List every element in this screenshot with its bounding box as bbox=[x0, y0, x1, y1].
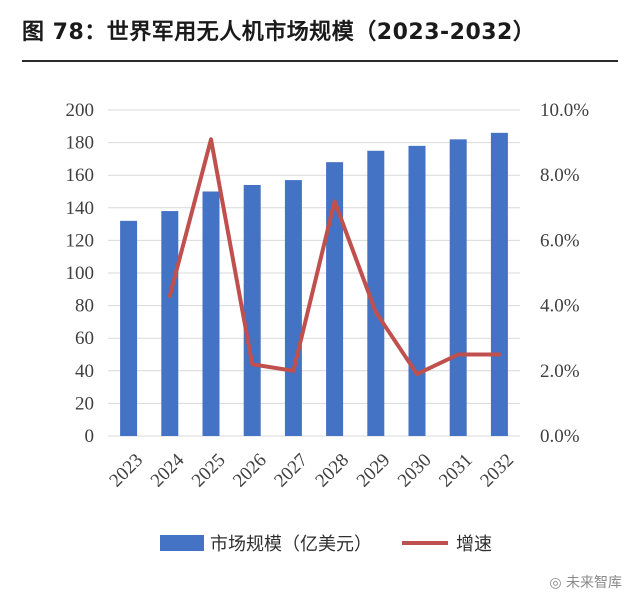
x-tick-label: 2032 bbox=[476, 450, 518, 492]
bar bbox=[202, 191, 220, 436]
y-left-tick-label: 120 bbox=[66, 230, 95, 251]
x-tick-label: 2029 bbox=[353, 450, 395, 492]
legend-bar-swatch bbox=[160, 535, 204, 551]
bar bbox=[120, 220, 138, 436]
watermark-icon: ◎ bbox=[549, 575, 562, 591]
bar bbox=[161, 211, 179, 436]
y-left-tick-label: 40 bbox=[75, 361, 94, 382]
y-left-tick-label: 0 bbox=[85, 426, 95, 447]
y-right-tick-label: 10.0% bbox=[540, 100, 589, 121]
y-left-tick-label: 80 bbox=[75, 296, 94, 317]
x-tick-label: 2031 bbox=[435, 450, 477, 492]
x-tick-label: 2024 bbox=[147, 449, 189, 491]
x-tick-label: 2023 bbox=[105, 450, 147, 492]
bar bbox=[490, 132, 508, 436]
y-left-tick-label: 20 bbox=[75, 393, 94, 414]
bar bbox=[326, 162, 344, 436]
chart-title: 图 78：世界军用无人机市场规模（2023-2032） bbox=[22, 20, 536, 45]
y-right-tick-label: 8.0% bbox=[540, 165, 580, 186]
y-left-tick-label: 180 bbox=[66, 133, 95, 154]
x-tick-label: 2025 bbox=[188, 450, 230, 492]
watermark: ◎ 未来智库 bbox=[549, 572, 622, 592]
y-left-tick-label: 200 bbox=[66, 100, 95, 121]
bar bbox=[408, 145, 426, 437]
legend-bar-label: 市场规模（亿美元） bbox=[210, 534, 372, 555]
bar bbox=[284, 180, 302, 436]
y-right-tick-label: 4.0% bbox=[540, 296, 580, 317]
bar bbox=[367, 150, 385, 436]
y-left-tick-label: 100 bbox=[66, 263, 95, 284]
y-right-tick-label: 0.0% bbox=[540, 426, 580, 447]
bar bbox=[243, 184, 261, 436]
watermark-text: 未来智库 bbox=[566, 575, 622, 591]
y-right-tick-label: 2.0% bbox=[540, 361, 580, 382]
title-divider bbox=[22, 60, 618, 62]
x-tick-label: 2028 bbox=[311, 450, 353, 492]
x-tick-label: 2026 bbox=[229, 450, 271, 492]
legend-line-label: 增速 bbox=[456, 534, 492, 555]
x-tick-label: 2030 bbox=[394, 450, 436, 492]
x-tick-label: 2027 bbox=[270, 450, 312, 492]
bar bbox=[449, 139, 467, 436]
y-left-tick-label: 140 bbox=[66, 198, 95, 219]
y-left-tick-label: 60 bbox=[75, 328, 94, 349]
y-left-tick-label: 160 bbox=[66, 165, 95, 186]
y-right-tick-label: 6.0% bbox=[540, 230, 580, 251]
